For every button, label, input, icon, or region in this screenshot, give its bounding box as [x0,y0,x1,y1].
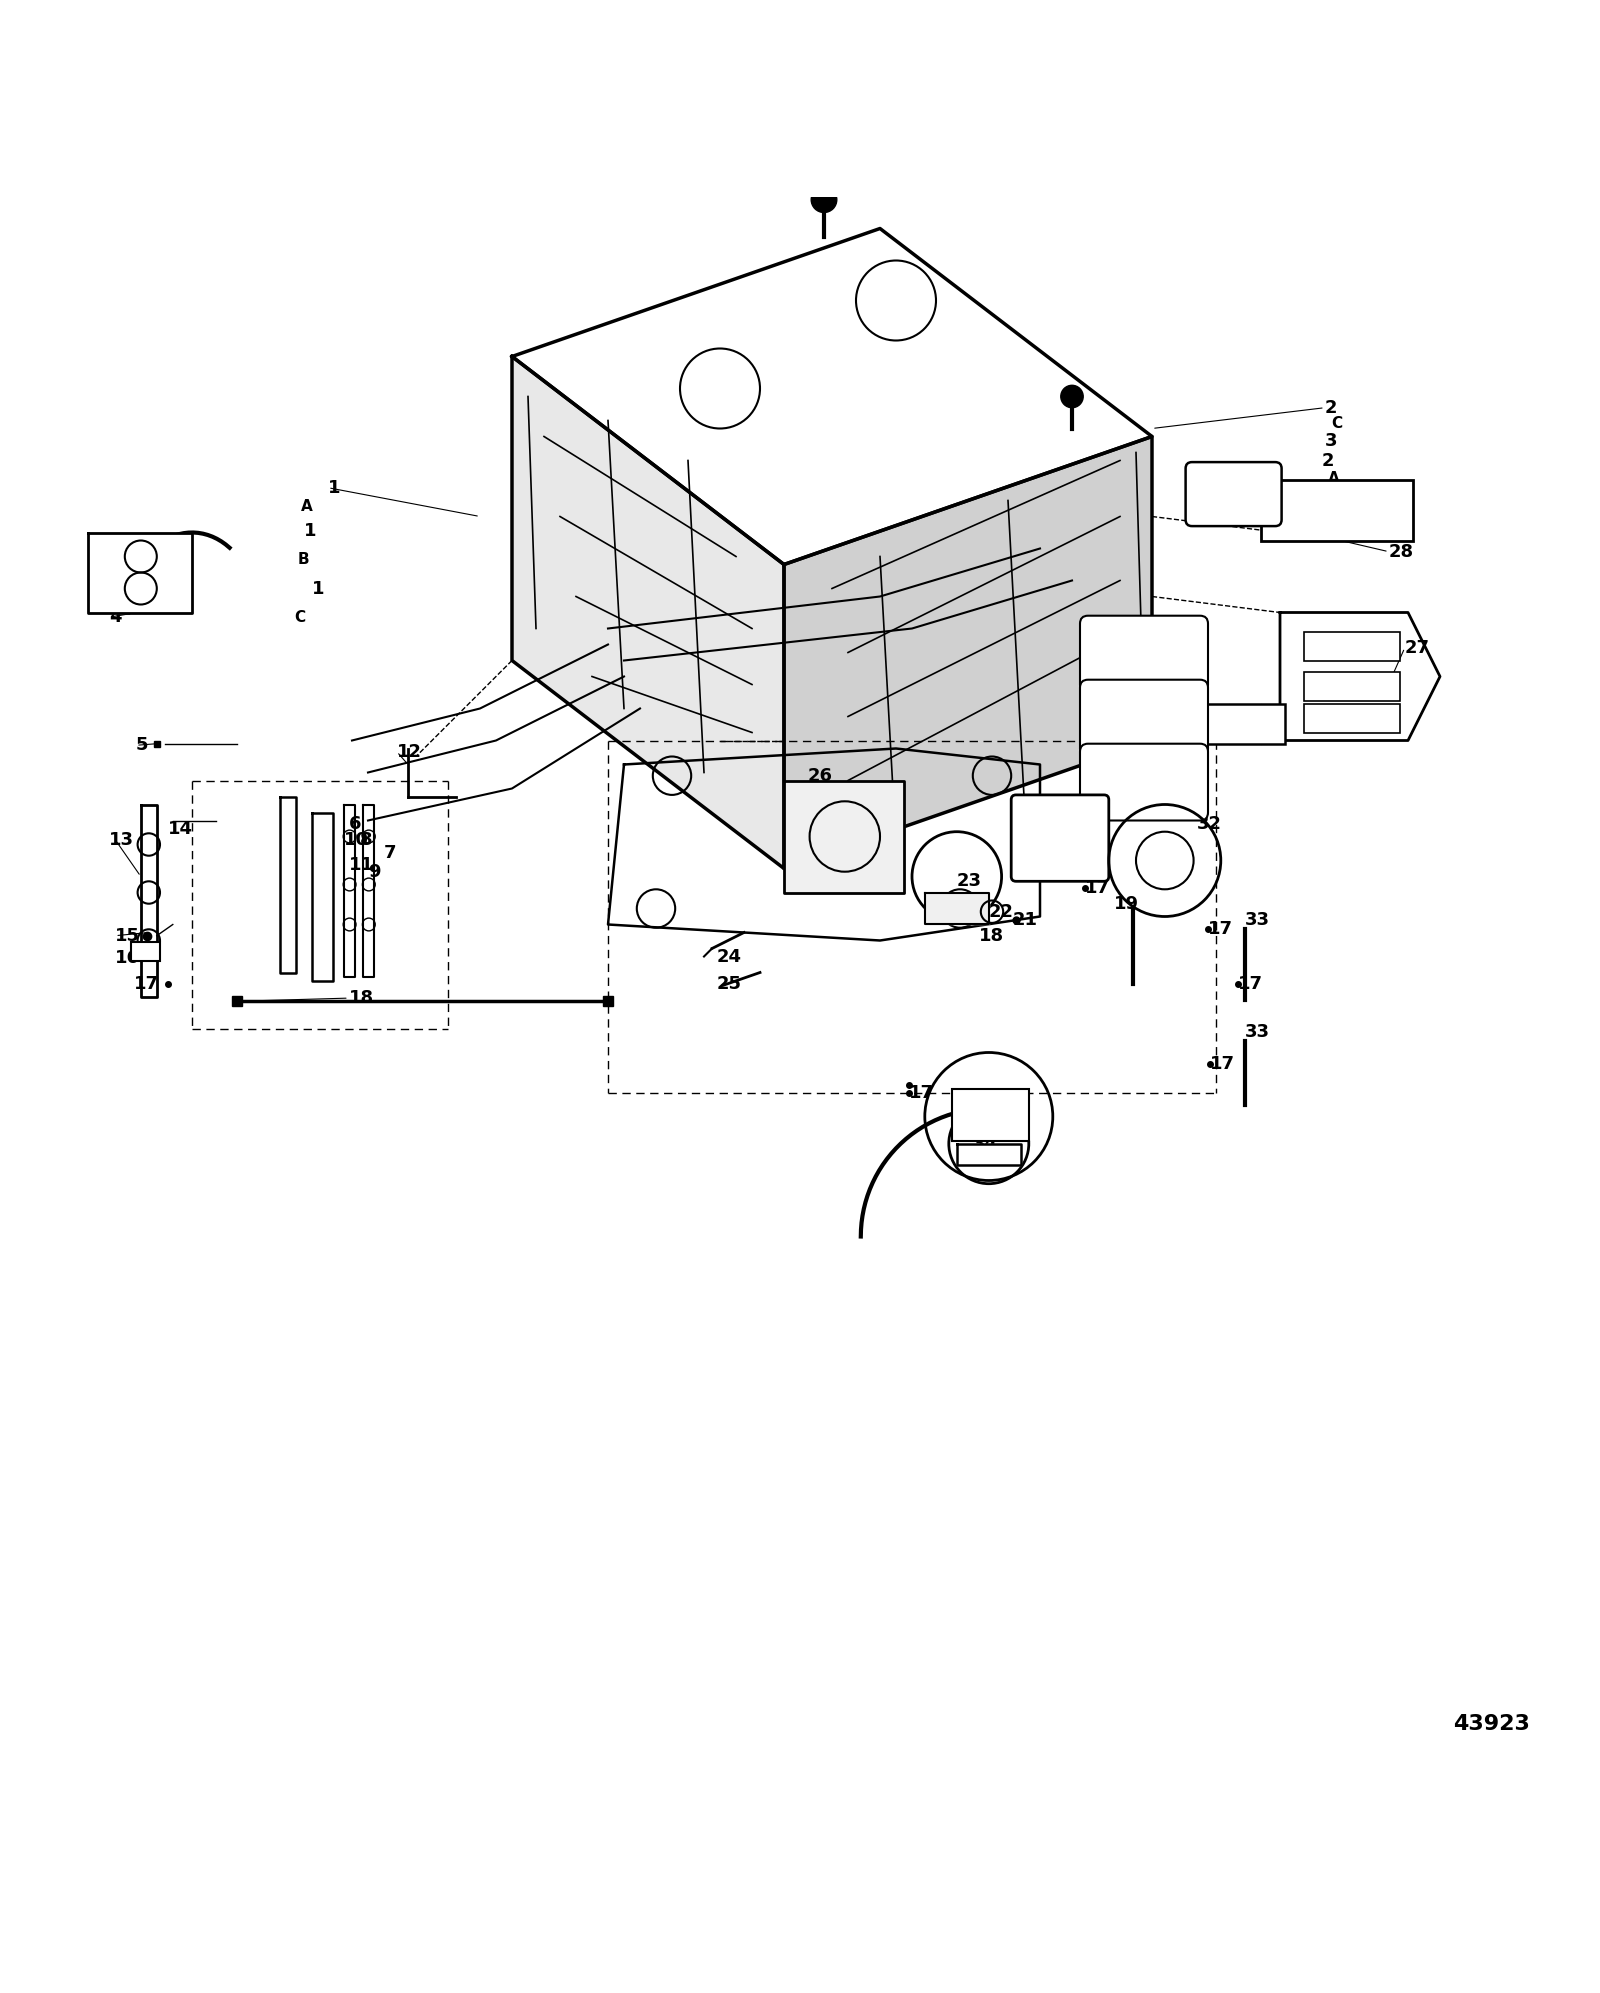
Text: B: B [1328,506,1339,520]
Text: 23: 23 [957,873,982,891]
Text: 1: 1 [304,522,317,540]
Text: B: B [298,552,309,568]
Text: 10: 10 [344,831,370,849]
Bar [131,943,160,961]
Text: 31: 31 [1101,803,1126,821]
FancyBboxPatch shape [1080,743,1208,821]
Bar [1304,672,1400,700]
Text: 13: 13 [109,831,134,849]
Circle shape [811,187,837,213]
Polygon shape [512,357,784,869]
Text: C: C [294,610,306,624]
Text: 5: 5 [136,735,149,753]
Text: 17: 17 [1238,975,1264,993]
Text: 27: 27 [1405,638,1430,658]
Text: 17: 17 [1208,921,1234,939]
Polygon shape [512,229,1152,564]
Text: 28: 28 [1389,542,1414,560]
Text: 26: 26 [808,767,834,785]
Bar [1261,480,1413,540]
Text: 17: 17 [134,975,160,993]
FancyBboxPatch shape [1080,616,1208,692]
Text: 33: 33 [1245,1022,1270,1040]
Text: 22: 22 [989,903,1014,921]
Text: 43923: 43923 [1453,1714,1530,1734]
Text: A: A [301,500,312,514]
Polygon shape [925,893,989,925]
Polygon shape [88,532,192,612]
Text: 28A: 28A [1168,723,1206,741]
Text: 17: 17 [909,1084,934,1102]
Bar [952,1090,1029,1140]
Text: 30: 30 [1053,799,1078,817]
Bar [1304,632,1400,660]
Text: 12: 12 [397,743,422,761]
Text: 6: 6 [349,815,362,833]
Text: 3: 3 [1325,432,1338,450]
Text: 7: 7 [384,843,397,861]
Text: 32: 32 [1197,815,1222,833]
Bar [1304,704,1400,733]
Text: 8: 8 [360,831,373,849]
Text: 34: 34 [973,1134,998,1152]
Text: 18: 18 [979,927,1005,945]
Text: 18: 18 [349,989,374,1006]
Text: 2: 2 [1322,486,1334,504]
FancyBboxPatch shape [1186,462,1282,526]
Text: 24: 24 [717,947,742,965]
Text: A: A [1328,470,1339,486]
Text: 15: 15 [115,927,141,945]
FancyBboxPatch shape [1011,795,1109,881]
Bar [1165,704,1285,743]
Text: 20: 20 [826,797,851,815]
Text: 1: 1 [312,580,325,598]
Text: 17: 17 [1210,1054,1235,1072]
Text: C: C [1331,417,1342,430]
Text: 16: 16 [115,949,141,967]
FancyBboxPatch shape [1080,680,1208,757]
Polygon shape [784,781,904,893]
Text: 2: 2 [1325,399,1338,417]
Text: 33: 33 [1245,911,1270,929]
Text: 25: 25 [717,975,742,993]
Text: 4: 4 [109,608,122,626]
Text: 17: 17 [1085,879,1110,897]
Text: 19: 19 [1114,895,1139,913]
Text: 21: 21 [1013,911,1038,929]
Polygon shape [784,436,1152,869]
Text: 29: 29 [1261,510,1286,528]
Text: 11: 11 [349,857,374,875]
Text: 1: 1 [328,478,341,496]
Circle shape [1061,385,1083,409]
Text: 2: 2 [1322,452,1334,470]
Text: 9: 9 [368,863,381,881]
Text: 14: 14 [168,819,194,837]
Polygon shape [957,1144,1021,1164]
